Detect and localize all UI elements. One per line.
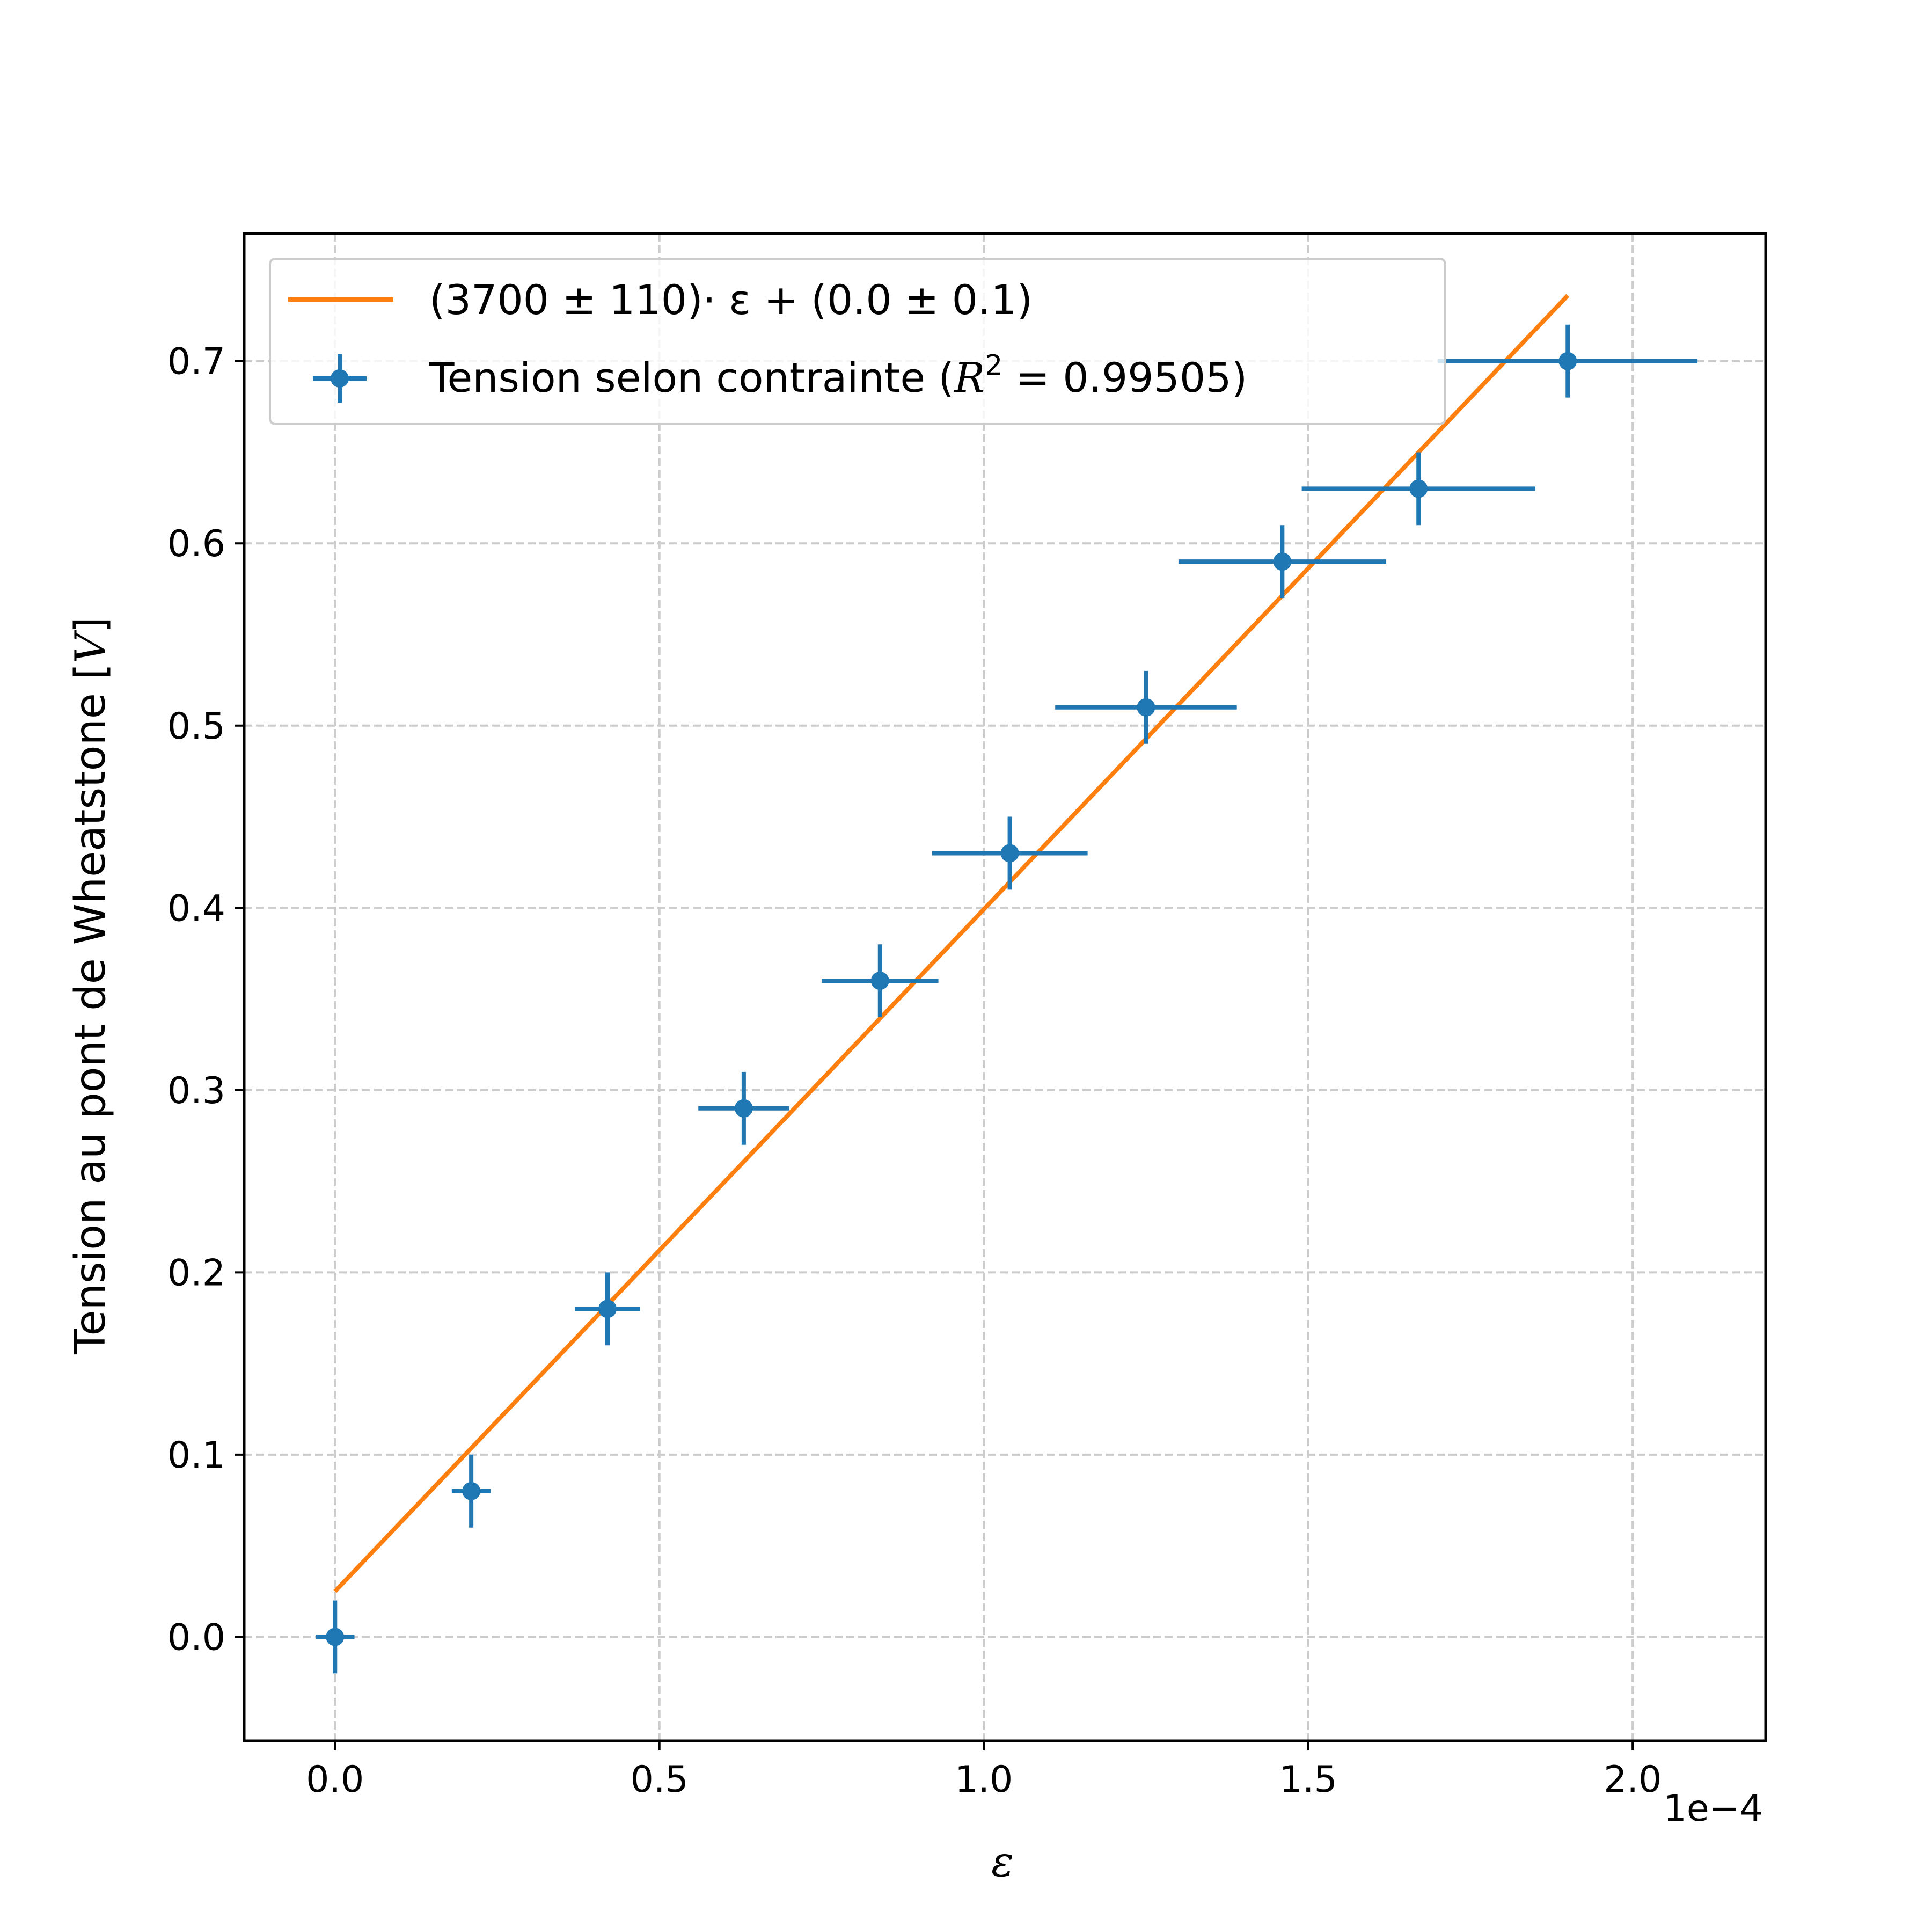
legend-data-label-text: Tension selon contrainte ( (429, 354, 954, 402)
y-tick-label: 0.2 (167, 1252, 225, 1294)
x-tick-label: 1.5 (1279, 1759, 1337, 1801)
legend-data-label: Tension selon contrainte (R2 = 0.99505) (429, 349, 1247, 402)
data-marker (1000, 844, 1019, 863)
legend-fit-label: (3700 ± 110)· ε + (0.0 ± 0.1) (429, 276, 1033, 324)
data-point (932, 816, 1088, 890)
data-marker (326, 1628, 345, 1646)
y-tick-label: 0.1 (167, 1434, 225, 1477)
y-tick-label: 0.0 (167, 1616, 225, 1659)
data-point (698, 1071, 789, 1145)
data-marker (734, 1099, 753, 1118)
data-point (451, 1454, 491, 1528)
data-point (821, 944, 939, 1018)
fit-line-layer (333, 294, 1570, 1593)
legend-data-swatch-marker (331, 369, 349, 388)
legend-data-swatch (313, 354, 367, 403)
x-axis-label: ε (991, 1838, 1014, 1886)
data-marker (1137, 698, 1155, 717)
x-tick-label: 0.5 (631, 1759, 689, 1801)
y-axis-label: Tension au pont de Wheatstone [V] (67, 617, 115, 1355)
data-marker (1409, 479, 1428, 498)
x-tick-label: 2.0 (1604, 1759, 1662, 1801)
y-tick-label: 0.6 (167, 523, 225, 565)
x-tick-label: 0.0 (306, 1759, 364, 1801)
y-axis-label-prefix: Tension au pont de Wheatstone [ (67, 663, 115, 1355)
data-point (1055, 670, 1237, 744)
data-marker (1273, 552, 1292, 571)
fit-line (333, 294, 1570, 1593)
legend-data-label-rest: = 0.99505) (1002, 354, 1247, 402)
data-marker (598, 1300, 617, 1318)
legend-data-label-sup: 2 (985, 349, 1002, 382)
data-point (315, 1600, 355, 1674)
x-offset-label: 1e−4 (1664, 1788, 1763, 1830)
data-point (1178, 525, 1386, 599)
legend: (3700 ± 110)· ε + (0.0 ± 0.1) Tension se… (269, 258, 1446, 425)
data-marker (1558, 352, 1577, 370)
data-marker (870, 972, 889, 990)
x-tick-label: 1.0 (955, 1759, 1013, 1801)
data-marker (462, 1482, 481, 1500)
data-point (1438, 324, 1698, 398)
y-axis-label-var: V (67, 630, 115, 663)
y-tick-label: 0.3 (167, 1070, 225, 1112)
y-tick-label: 0.5 (167, 705, 225, 748)
ticks: 0.0 0.5 1.0 1.5 2.0 0.0 0.1 0.2 0.3 0.4 0.5 0.6 0.7 (167, 341, 1662, 1801)
data-point (575, 1272, 640, 1346)
data-point (1301, 452, 1535, 526)
y-tick-label: 0.4 (167, 887, 225, 930)
legend-data-label-var: R (953, 354, 985, 402)
y-tick-label: 0.7 (167, 341, 225, 383)
plot-frame (243, 232, 1767, 1742)
legend-box (269, 258, 1446, 425)
y-axis-label-suffix: ] (67, 617, 115, 633)
data-layer (315, 324, 1698, 1674)
